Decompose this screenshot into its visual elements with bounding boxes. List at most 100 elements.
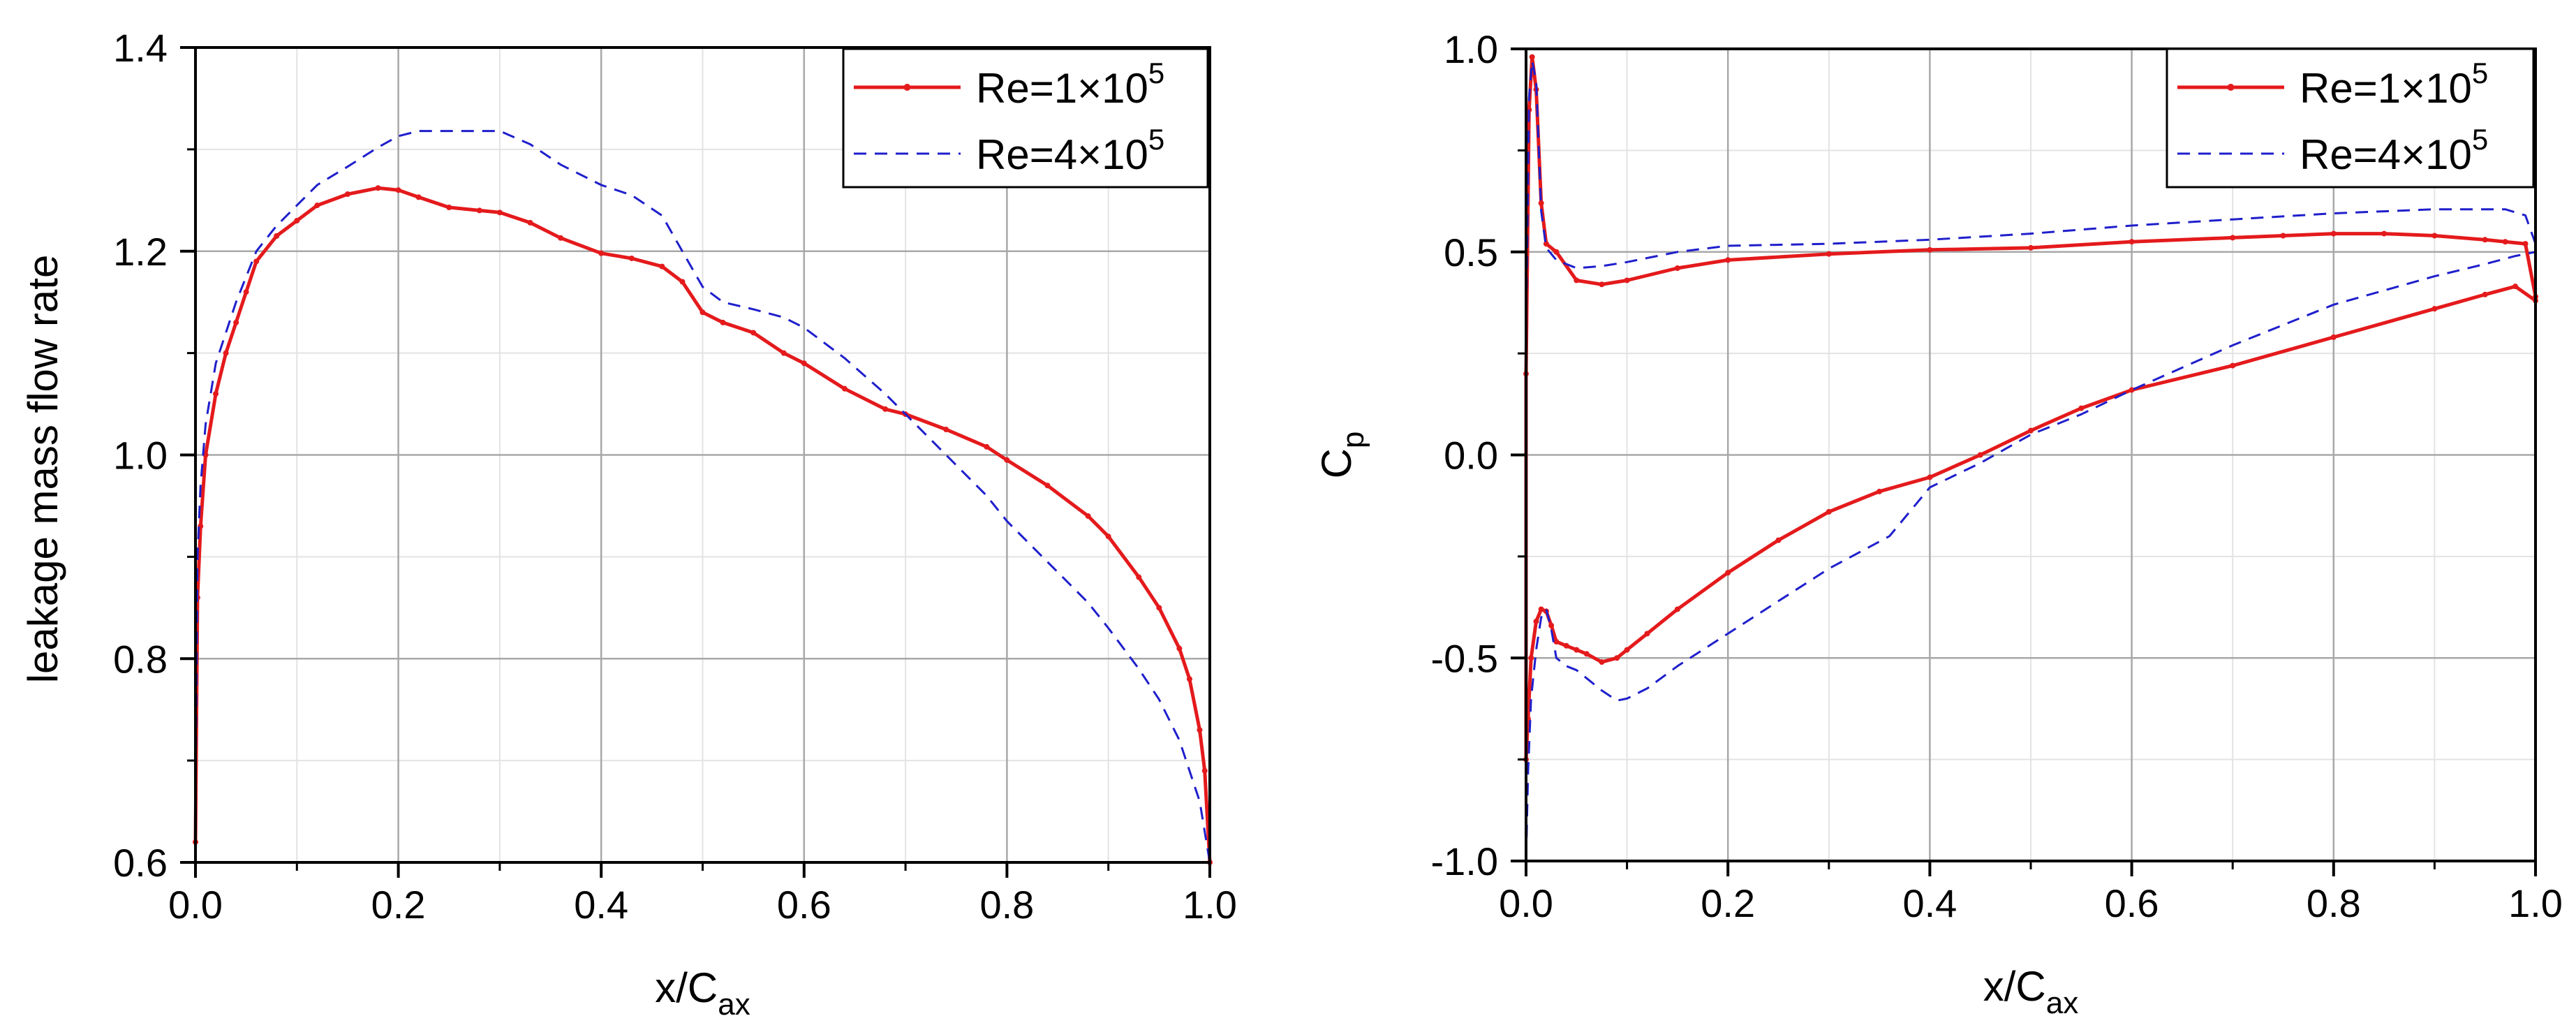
x-tick-label: 0.4 [1902,881,1957,925]
x-tick-label: 0.4 [574,883,628,927]
legend-box [842,47,1209,189]
data-point [1574,277,1580,284]
legend: Re=1×105 Re=4×105 [2166,47,2535,189]
data-point [496,209,503,216]
legend-label-re-4e5: Re=4×105 [2300,123,2488,178]
x-tick-label: 0.6 [2105,881,2159,925]
data-point [1538,606,1544,612]
data-point [1004,457,1010,463]
data-point [1826,508,1832,515]
x-axis-label-sub: ax [718,987,750,1022]
data-point [527,219,533,226]
y-axis-label-main: C [1313,448,1360,478]
data-point [1528,655,1534,661]
legend-box [2166,47,2535,189]
chart-2: 0.0 0.2 0.4 0.6 0.8 1.0 -1.0 -0.5 0.0 0.5 1.0 x/Cax… [1313,27,2563,1020]
data-point [1548,622,1555,628]
data-point [1553,249,1560,255]
data-point [1599,659,1605,665]
data-point [375,185,381,191]
data-point [2230,362,2236,369]
data-point [679,279,686,285]
x-tick-label: 0.6 [777,883,831,927]
data-point [415,194,422,200]
data-point [2028,244,2034,251]
data-point [750,330,757,336]
data-point [1176,645,1183,652]
data-point [598,250,605,256]
x-tick-label: 0.0 [168,883,223,927]
legend: Re=1×105 Re=4×105 [842,47,1209,189]
data-point [2482,237,2488,243]
grid [195,47,1210,862]
series-line-re-1e5 [193,186,1212,863]
data-point [1826,251,1832,257]
y-tick-label: -1.0 [1431,839,1499,883]
data-point [2502,239,2508,245]
legend-label-re-4e5: Re=4×105 [976,123,1164,178]
legend-label-re-1e5: Re=1×105 [976,57,1164,112]
grid [1526,49,2536,861]
data-point [344,191,350,198]
data-point [1644,631,1650,637]
data-point [1977,452,1983,458]
x-axis-label: x/Cax [655,964,750,1022]
data-point [213,390,219,397]
data-point [882,406,889,412]
y-tick-label: 1.0 [113,434,168,478]
data-point [1085,513,1091,520]
x-axis-label-main: x/C [1983,963,2046,1010]
data-point [243,289,249,295]
x-tick-label: 1.0 [1183,883,1237,927]
y-axis-label: leakage mass flow rate [20,255,66,684]
data-point [223,350,229,356]
data-point [1533,618,1539,624]
data-point [253,258,260,265]
legend-label-exp: 5 [1148,57,1164,89]
data-point [1186,676,1192,682]
data-point [984,443,990,450]
data-point [2078,405,2085,411]
data-point [2330,230,2337,237]
data-point [1197,727,1203,733]
data-point [780,350,787,356]
data-point [1674,606,1680,612]
series-markers-re-1e5 [1523,54,2538,763]
data-point [943,427,949,433]
legend-marker [2227,84,2235,91]
data-point [2522,241,2529,247]
data-point [1136,574,1142,580]
data-point [1156,605,1162,611]
data-point [1105,533,1111,540]
legend-marker [903,84,911,91]
data-point [2028,427,2034,434]
data-point [2431,306,2438,312]
x-tick-label: 0.8 [979,883,1034,927]
data-point [294,217,300,223]
y-tick-label: 0.0 [1444,434,1498,478]
data-point [274,233,280,239]
y-tick-label: 1.4 [113,26,168,70]
x-tick-label: 0.2 [371,883,426,927]
data-point [2129,239,2135,245]
data-point [659,263,665,270]
data-point [1201,767,1208,774]
ticks: 0.0 0.2 0.4 0.6 0.8 1.0 -1.0 -0.5 0.0 0.5 1.0 [1431,27,2563,925]
data-point [801,360,807,367]
data-point [446,205,452,211]
legend-label-re-1e5: Re=1×105 [2300,57,2488,112]
y-axis-label-sub: p [1336,432,1370,448]
data-point [2482,291,2488,297]
data-point [2230,235,2236,241]
ticks: 0.0 0.2 0.4 0.6 0.8 1.0 0.6 0.8 1.0 1.2 1.4 [113,26,1237,927]
legend-label-base: Re=4×10 [2300,131,2472,178]
data-point [1529,54,1535,60]
legend-label-base: Re=1×10 [2300,65,2472,112]
data-point [2129,387,2135,393]
y-tick-label: 0.8 [113,637,168,681]
data-point [1563,642,1569,649]
x-tick-label: 1.0 [2508,881,2563,925]
legend-label-exp: 5 [1148,123,1164,156]
y-tick-label: 1.2 [113,230,168,274]
data-point [1725,570,1731,576]
